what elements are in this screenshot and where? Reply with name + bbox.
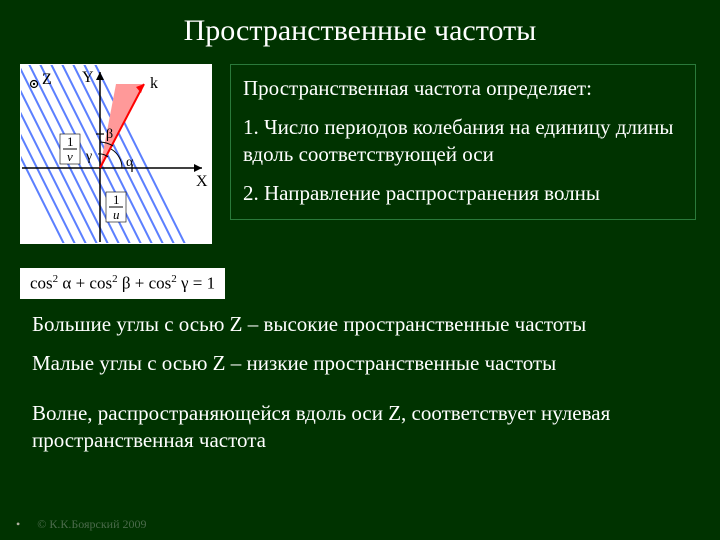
svg-text:Z: Z [42,71,52,88]
body-text: Большие углы с осью Z – высокие простран… [0,311,720,455]
copyright: © К.К.Боярский 2009 [37,517,146,531]
svg-text:β: β [106,127,113,142]
svg-text:v: v [67,149,73,164]
svg-text:u: u [113,207,120,222]
def-intro: Пространственная частота определяет: [243,75,683,102]
svg-text:1: 1 [113,192,120,207]
def-item-1: 1. Число периодов колебания на единицу д… [243,114,683,168]
body-p1: Большие углы с осью Z – высокие простран… [32,311,696,338]
svg-text:X: X [196,173,208,190]
wave-diagram: ZYXkαβγ1v1u [20,64,212,244]
svg-text:1: 1 [67,134,74,149]
svg-text:γ: γ [85,149,92,164]
formula-row: cos2 α + cos2 β + cos2 γ = 1 [0,268,720,299]
body-p2: Малые углы с осью Z – низкие пространств… [32,350,696,377]
body-p3: Волне, распространяющейся вдоль оси Z, с… [32,400,696,454]
page-title: Пространственные частоты [0,0,720,64]
top-row: ZYXkαβγ1v1u Пространственная частота опр… [0,64,720,244]
footer: • © К.К.Боярский 2009 [16,517,147,532]
def-item-2: 2. Направление распространения волны [243,180,683,207]
direction-cosines-formula: cos2 α + cos2 β + cos2 γ = 1 [20,268,225,299]
bullet-icon: • [16,517,20,531]
svg-text:α: α [126,155,134,170]
svg-text:k: k [150,75,158,92]
definition-block: Пространственная частота определяет: 1. … [230,64,696,220]
svg-text:Y: Y [82,69,94,86]
